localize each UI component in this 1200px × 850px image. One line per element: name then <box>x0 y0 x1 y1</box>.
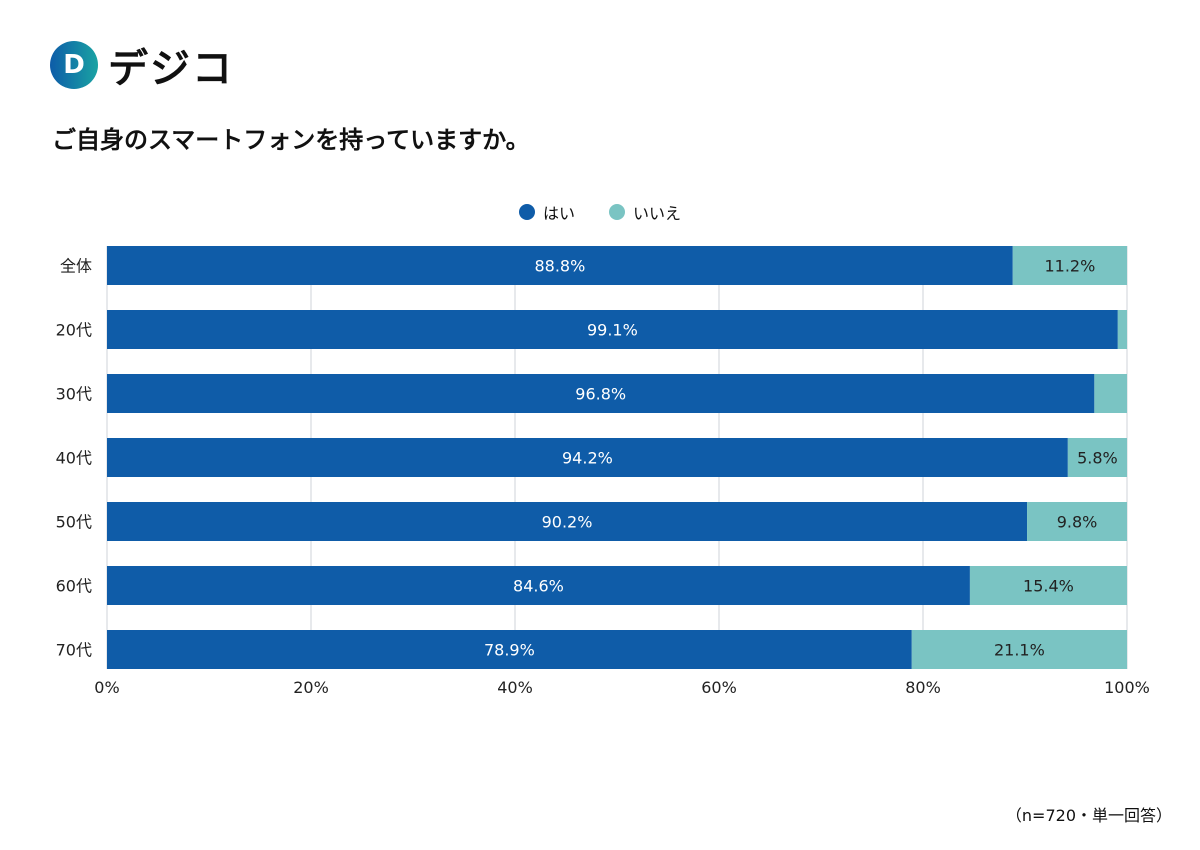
x-tick-label: 20% <box>293 678 329 697</box>
bar-yes <box>107 502 1028 541</box>
logo: D デジコ <box>50 36 234 94</box>
data-label: 5.8% <box>1077 449 1118 468</box>
bar-no <box>1067 438 1127 477</box>
data-label: 96.8% <box>575 385 626 404</box>
bar-no <box>1012 246 1127 285</box>
data-label: 99.1% <box>587 321 638 340</box>
legend-label: いいえ <box>633 204 682 223</box>
category-label: 全体 <box>60 257 92 276</box>
logo-text: デジコ <box>108 46 234 92</box>
data-label: 9.8% <box>1057 513 1098 532</box>
legend: はい いいえ <box>0 200 1200 224</box>
legend-item-no: いいえ <box>609 200 681 224</box>
legend-item-yes: はい <box>518 200 575 224</box>
category-label: 40代 <box>56 449 92 468</box>
category-label: 70代 <box>56 641 92 660</box>
logo-mark: D <box>50 41 98 89</box>
data-label: 88.8% <box>534 257 585 276</box>
legend-swatch-yes <box>518 204 535 220</box>
x-tick-label: 0% <box>94 678 119 697</box>
x-tick-label: 60% <box>701 678 737 697</box>
bar-yes <box>107 310 1118 349</box>
category-label: 50代 <box>56 513 92 532</box>
data-label: 11.2% <box>1044 257 1095 276</box>
data-label: 90.2% <box>542 513 593 532</box>
bar-yes <box>107 630 912 669</box>
data-label: 78.9% <box>484 641 535 660</box>
bar-no <box>1117 310 1127 349</box>
sample-note: （n=720・単一回答） <box>1005 806 1172 825</box>
bar-no <box>911 630 1127 669</box>
x-tick-label: 40% <box>497 678 533 697</box>
legend-label: はい <box>542 204 575 223</box>
category-label: 60代 <box>56 577 92 596</box>
x-tick-label: 100% <box>1104 678 1150 697</box>
bar-yes <box>107 246 1013 285</box>
category-label: 30代 <box>56 385 92 404</box>
data-label: 84.6% <box>513 577 564 596</box>
bar-no <box>1027 502 1127 541</box>
category-label: 20代 <box>56 321 92 340</box>
bar-no <box>1094 374 1127 413</box>
x-tick-label: 80% <box>905 678 941 697</box>
chart-title: ご自身のスマートフォンを持っていますか。 <box>52 126 530 154</box>
data-label: 94.2% <box>562 449 613 468</box>
legend-swatch-no <box>609 204 625 220</box>
bar-no <box>969 566 1127 605</box>
bar-yes <box>107 438 1068 477</box>
data-label: 21.1% <box>994 641 1045 660</box>
bar-yes <box>107 374 1095 413</box>
bar-yes <box>107 566 970 605</box>
data-label: 15.4% <box>1023 577 1074 596</box>
